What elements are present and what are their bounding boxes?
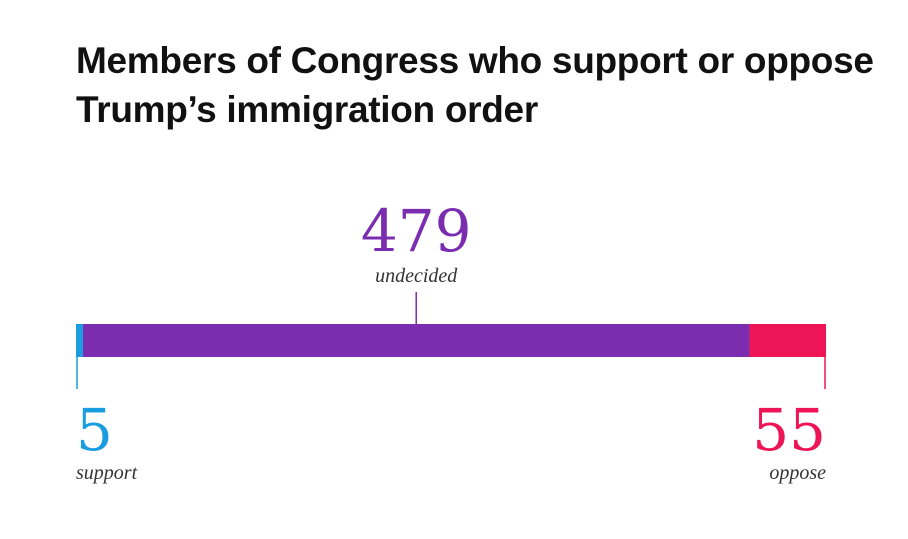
value-label-oppose: 55 bbox=[752, 396, 826, 464]
bar-segment-support bbox=[76, 324, 83, 357]
bar-segment-undecided bbox=[82, 324, 750, 357]
value-label-support: 5 bbox=[76, 396, 113, 464]
category-label-oppose: oppose bbox=[769, 462, 826, 484]
bar-segment-oppose bbox=[749, 324, 826, 357]
category-label-undecided: undecided bbox=[375, 265, 458, 287]
category-label-support: support bbox=[76, 462, 138, 484]
chart-title: Members of Congress who support or oppos… bbox=[76, 40, 874, 130]
value-label-undecided: 479 bbox=[361, 197, 472, 265]
